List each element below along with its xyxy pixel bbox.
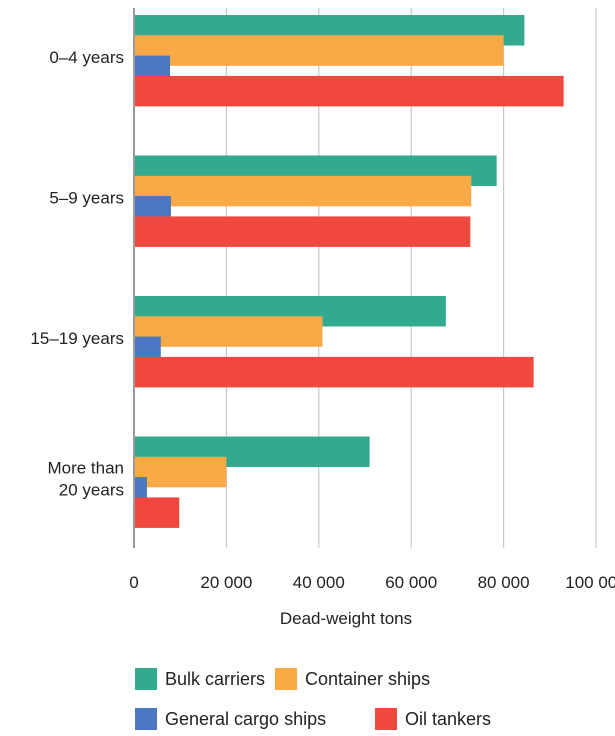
category-label: More than 20 years xyxy=(47,459,124,500)
bar xyxy=(134,75,564,107)
legend-label: Bulk carriers xyxy=(165,668,266,689)
bar xyxy=(134,175,472,207)
bar xyxy=(134,356,534,388)
bar xyxy=(134,216,471,247)
category-label: 0–4 years xyxy=(49,48,124,67)
bar-chart: 0–4 years 5–9 years 15–19 years More than 20… xyxy=(30,8,615,628)
bar xyxy=(134,35,504,66)
legend-label: Oil tankers xyxy=(405,708,492,729)
x-axis-title: Dead-weight tons xyxy=(280,609,412,628)
legend-label: General cargo ships xyxy=(165,708,327,729)
category-label: 15–19 years xyxy=(30,329,124,348)
x-tick-label: 100 000 xyxy=(565,573,615,592)
x-tick-label: 20 000 xyxy=(200,573,252,592)
legend-label: Container ships xyxy=(305,668,431,689)
bars xyxy=(134,15,564,528)
bar xyxy=(134,316,323,347)
legend-item-bulk-carriers: Bulk carriers xyxy=(135,668,265,690)
bar xyxy=(134,497,180,528)
x-tick-label: 60 000 xyxy=(385,573,437,592)
legend-swatch xyxy=(275,668,297,690)
legend-item-general-cargo-ships: General cargo ships xyxy=(135,708,326,730)
category-labels: 0–4 years 5–9 years 15–19 years More than 20… xyxy=(30,48,124,500)
legend-swatch xyxy=(375,708,397,730)
x-tick-label: 0 xyxy=(129,573,138,592)
bar xyxy=(134,456,227,488)
x-tick-label: 80 000 xyxy=(478,573,530,592)
x-tick-labels: 0 20 000 40 000 60 000 80 000 100 000 xyxy=(129,573,615,592)
legend-item-oil-tankers: Oil tankers xyxy=(375,708,491,730)
legend-item-container-ships: Container ships xyxy=(275,668,430,690)
x-tick-label: 40 000 xyxy=(293,573,345,592)
legend-swatch xyxy=(135,668,157,690)
legend-swatch xyxy=(135,708,157,730)
category-label: 5–9 years xyxy=(49,189,124,208)
